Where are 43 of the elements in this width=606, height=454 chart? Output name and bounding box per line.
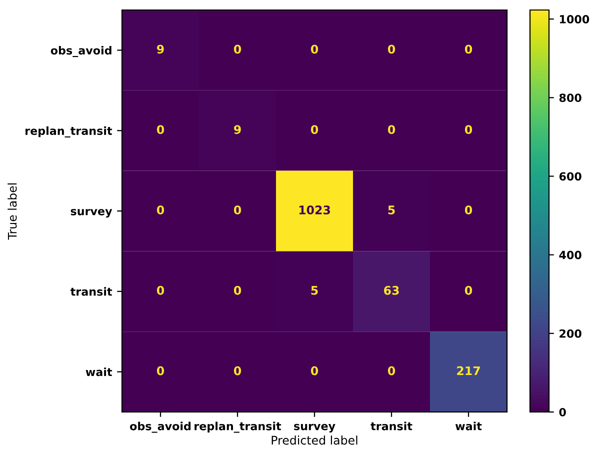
data-label: 5 — [311, 286, 318, 295]
color-bar-label: 400 — [559, 250, 582, 260]
color-bar-label: 200 — [560, 329, 582, 338]
data-label: 0 — [310, 366, 318, 376]
data-label: 9 — [234, 125, 241, 134]
data-label: 0 — [464, 286, 472, 295]
x-tick-label: survey — [294, 424, 336, 432]
y-axis-title: True label — [8, 183, 17, 240]
data-label: 0 — [156, 286, 164, 295]
data-label: 0 — [234, 205, 242, 214]
y-tick-label: wait — [86, 368, 112, 376]
data-label: 0 — [464, 205, 472, 214]
data-label: 0 — [464, 125, 472, 134]
x-tick-label: replan_transit — [194, 422, 282, 433]
data-label: 0 — [234, 366, 242, 376]
data-label: 0 — [234, 286, 242, 295]
data-label: 0 — [156, 125, 164, 134]
color-bar-label: 800 — [559, 94, 582, 102]
data-label: 0 — [234, 44, 242, 54]
data-label: 0 — [388, 125, 396, 134]
data-label: 0 — [156, 205, 164, 214]
data-label: 0 — [310, 125, 318, 134]
data-label: 0 — [310, 44, 318, 54]
data-label: 0 — [156, 366, 164, 376]
data-label: 0 — [464, 44, 472, 54]
y-tick-label: replan_transit — [26, 126, 112, 138]
y-tick-label: survey — [70, 208, 112, 218]
data-label: 5 — [388, 206, 395, 214]
y-tick-label: transit — [70, 287, 112, 296]
color-bar-label: 600 — [559, 172, 582, 181]
data-label: 9 — [157, 44, 164, 54]
y-tick-label: obs_avoid — [50, 46, 112, 58]
x-tick-label: obs_avoid — [130, 422, 191, 433]
data-label: 217 — [457, 366, 480, 376]
data-label: 63 — [384, 286, 399, 295]
x-tick-label: wait — [455, 422, 482, 430]
data-label: 1023 — [299, 205, 330, 214]
data-label: 0 — [388, 366, 396, 376]
x-tick-label: transit — [370, 422, 412, 430]
x-axis-title: Predicted label — [272, 436, 358, 445]
color-bar-label: 1000 — [560, 15, 590, 24]
data-label: 0 — [388, 44, 396, 54]
color-bar-label: 0 — [559, 408, 566, 416]
